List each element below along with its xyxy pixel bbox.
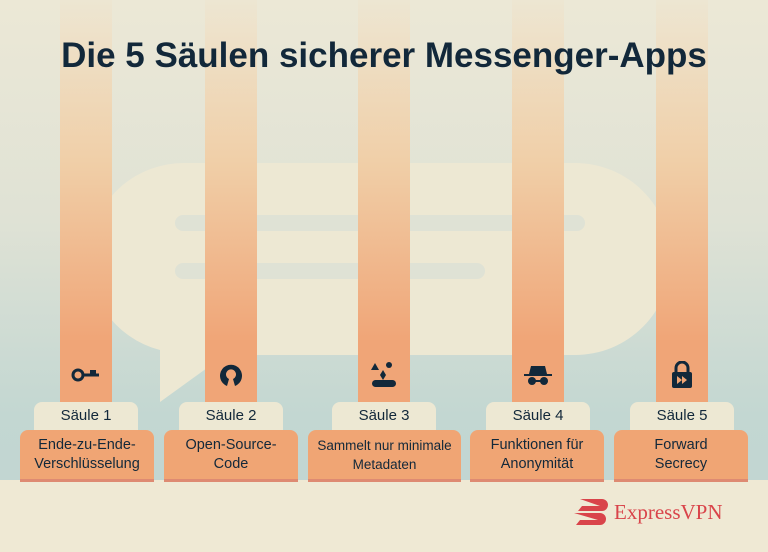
- pillar-label-text: Ende-zu-Ende-Verschlüsselung: [34, 436, 140, 472]
- pillar-label: Open-Source-Code: [164, 430, 298, 482]
- open-source-icon: [205, 360, 257, 390]
- pillar-3: [358, 0, 410, 402]
- expressvpn-logo-icon: [574, 499, 608, 525]
- pillar-label: Forward Secrecy: [614, 430, 748, 482]
- incognito-icon: [512, 360, 564, 390]
- data-shapes-icon: [358, 360, 410, 390]
- pillar-4: [512, 0, 564, 402]
- key-icon: [60, 360, 112, 390]
- pillar-tag: Säule 2: [179, 402, 283, 430]
- pillar-tag: Säule 1: [34, 402, 138, 430]
- pillar-tag: Säule 3: [332, 402, 436, 430]
- pillar-label: Funktionen für Anonymität: [470, 430, 604, 482]
- floor: [0, 480, 768, 552]
- page-title: Die 5 Säulen sicherer Messenger-Apps: [61, 36, 707, 75]
- pillar-tag: Säule 4: [486, 402, 590, 430]
- pillar-label: Ende-zu-Ende-Verschlüsselung: [20, 430, 154, 482]
- lock-forward-icon: [656, 360, 708, 390]
- pillar-label-text: Funktionen für Anonymität: [490, 436, 584, 472]
- pillar-label-text: Forward Secrecy: [654, 436, 708, 472]
- pillar-label: Sammelt nur minimale Metadaten: [308, 430, 461, 482]
- expressvpn-logo: ExpressVPN: [570, 497, 723, 527]
- pillar-2: [205, 0, 257, 402]
- pillar-tag: Säule 5: [630, 402, 734, 430]
- pillar-1: [60, 0, 112, 402]
- expressvpn-logo-text: ExpressVPN: [614, 499, 723, 524]
- pillar-label-text: Sammelt nur minimale Metadaten: [317, 437, 452, 472]
- pillar-label-text: Open-Source-Code: [185, 436, 277, 472]
- pillar-5: [656, 0, 708, 402]
